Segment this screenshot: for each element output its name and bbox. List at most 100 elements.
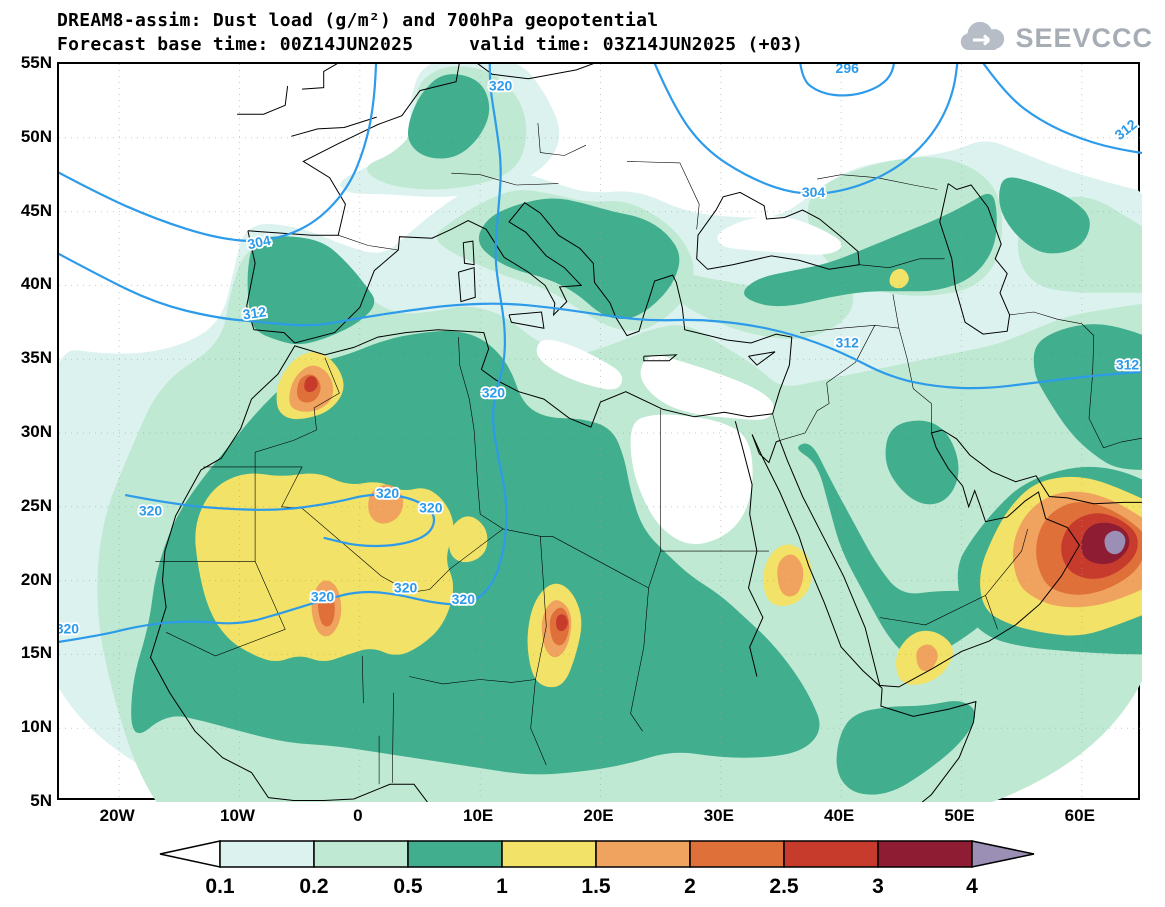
lon-tick-label: 20W xyxy=(99,806,135,825)
dust-region xyxy=(478,198,680,319)
colorbar-label: 0.1 xyxy=(205,875,235,898)
country-border xyxy=(892,294,900,329)
coastline xyxy=(237,86,289,115)
coastline xyxy=(941,429,1142,505)
coastline xyxy=(880,688,977,802)
colorbar-label: 2 xyxy=(684,875,696,898)
dust-region xyxy=(777,554,804,597)
coastline xyxy=(149,202,793,802)
coastline xyxy=(462,240,475,266)
colorbar-segment xyxy=(407,840,503,868)
colorbar-label: 1 xyxy=(496,875,508,898)
country-border xyxy=(626,161,700,230)
geopotential-contour xyxy=(59,64,508,643)
coastline xyxy=(751,434,883,689)
dust-region xyxy=(448,516,488,563)
country-border xyxy=(458,337,504,530)
lat-tick-label: 30N xyxy=(20,422,52,441)
cloud-logo-icon xyxy=(961,21,1005,50)
coastline xyxy=(751,434,780,464)
lat-tick-label: 50N xyxy=(20,126,52,146)
country-border xyxy=(1088,335,1142,449)
dust-region xyxy=(556,614,568,632)
geopotential-contour-label: 320 xyxy=(452,591,476,607)
lat-tick-label: 20N xyxy=(20,569,52,589)
dust-region xyxy=(304,376,318,393)
colorbar-segment xyxy=(219,840,315,868)
map-canvas: 3043123202963043123123123203203203203203… xyxy=(59,64,1142,802)
dust-region xyxy=(1104,530,1126,555)
country-border xyxy=(535,536,547,680)
geopotential-contour-label: 320 xyxy=(139,503,163,519)
country-border xyxy=(255,466,541,593)
colorbar-label: 1.5 xyxy=(581,875,611,898)
lat-tick-label: 15N xyxy=(20,643,52,663)
colorbar-label: 2.5 xyxy=(769,875,799,898)
coastline xyxy=(748,351,776,366)
country-border xyxy=(165,561,286,657)
geopotential-contour-label: 312 xyxy=(836,334,860,350)
coastline xyxy=(458,267,476,303)
colorbar: 0.1 0.2 0.5 1 1.5 2 2.5 3 4 xyxy=(159,840,1035,898)
dust-region xyxy=(836,701,975,795)
country-border xyxy=(779,382,830,441)
geopotential-contour-label: 312 xyxy=(1111,116,1139,143)
map-frame: 304 312 320 296 304 312 312 312 320 320 320 320 320 3… xyxy=(57,62,1142,802)
clear-region xyxy=(717,216,842,255)
country-border xyxy=(630,587,649,732)
country-border xyxy=(530,679,547,766)
country-border xyxy=(155,466,256,562)
coastline xyxy=(508,311,545,329)
country-border xyxy=(859,258,945,269)
dust-region xyxy=(744,193,997,307)
clear-region xyxy=(536,339,623,390)
geopotential-contour xyxy=(59,252,1142,390)
country-border xyxy=(826,325,876,384)
colorbar-segment xyxy=(689,840,785,868)
country-border xyxy=(361,655,364,704)
country-border xyxy=(1009,311,1095,336)
seevccc-logo: SEEVCCC xyxy=(955,20,1153,56)
chart-title: DREAM8-assim: Dust load (g/m²) and 700hP… xyxy=(57,10,659,31)
chart-subtitle: Forecast base time: 00Z14JUN2025 valid t… xyxy=(57,34,804,55)
lon-tick-label: 10E xyxy=(463,806,494,825)
lat-tick-label: 5N xyxy=(30,791,52,810)
geopotential-contour xyxy=(982,64,1142,155)
lon-tick-label: 60E xyxy=(1064,806,1095,825)
geopotential-contour-label: 296 xyxy=(836,64,860,76)
dust-region xyxy=(408,74,490,159)
colorbar-label: 0.2 xyxy=(299,875,328,898)
colorbar-segment xyxy=(783,840,879,868)
lon-tick-label: 10W xyxy=(220,806,255,825)
coastline xyxy=(291,116,377,137)
colorbar-label: 0.5 xyxy=(393,875,423,898)
lat-tick-label: 40N xyxy=(20,274,52,294)
country-border xyxy=(537,122,587,156)
lon-tick-label: 30E xyxy=(703,806,734,825)
country-border xyxy=(660,409,769,552)
colorbar-label: 4 xyxy=(966,875,978,898)
dust-region xyxy=(999,177,1090,254)
geopotential-contour-label: 320 xyxy=(59,621,79,637)
country-border xyxy=(772,413,781,441)
colorbar-segment xyxy=(595,840,691,868)
clear-region xyxy=(640,355,774,420)
colorbar-segment xyxy=(501,840,597,868)
coastline xyxy=(779,429,1080,688)
lon-tick-label: 20E xyxy=(583,806,614,825)
geopotential-contour-label: 312 xyxy=(242,303,268,322)
country-border xyxy=(392,692,394,783)
colorbar-above-max-arrow xyxy=(971,840,1035,868)
geopotential-contour-label: 304 xyxy=(802,184,826,200)
geopotential-contour xyxy=(799,64,895,97)
dust-region xyxy=(885,420,959,505)
coastline xyxy=(643,354,678,362)
colorbar-label: 3 xyxy=(872,875,884,898)
country-border xyxy=(985,595,998,630)
logo-text: SEEVCCC xyxy=(1015,22,1153,53)
coastline xyxy=(939,183,1011,335)
country-border xyxy=(898,328,932,433)
clear-region xyxy=(630,414,753,545)
lat-tick-label: 25N xyxy=(20,495,52,515)
country-border xyxy=(800,324,899,333)
